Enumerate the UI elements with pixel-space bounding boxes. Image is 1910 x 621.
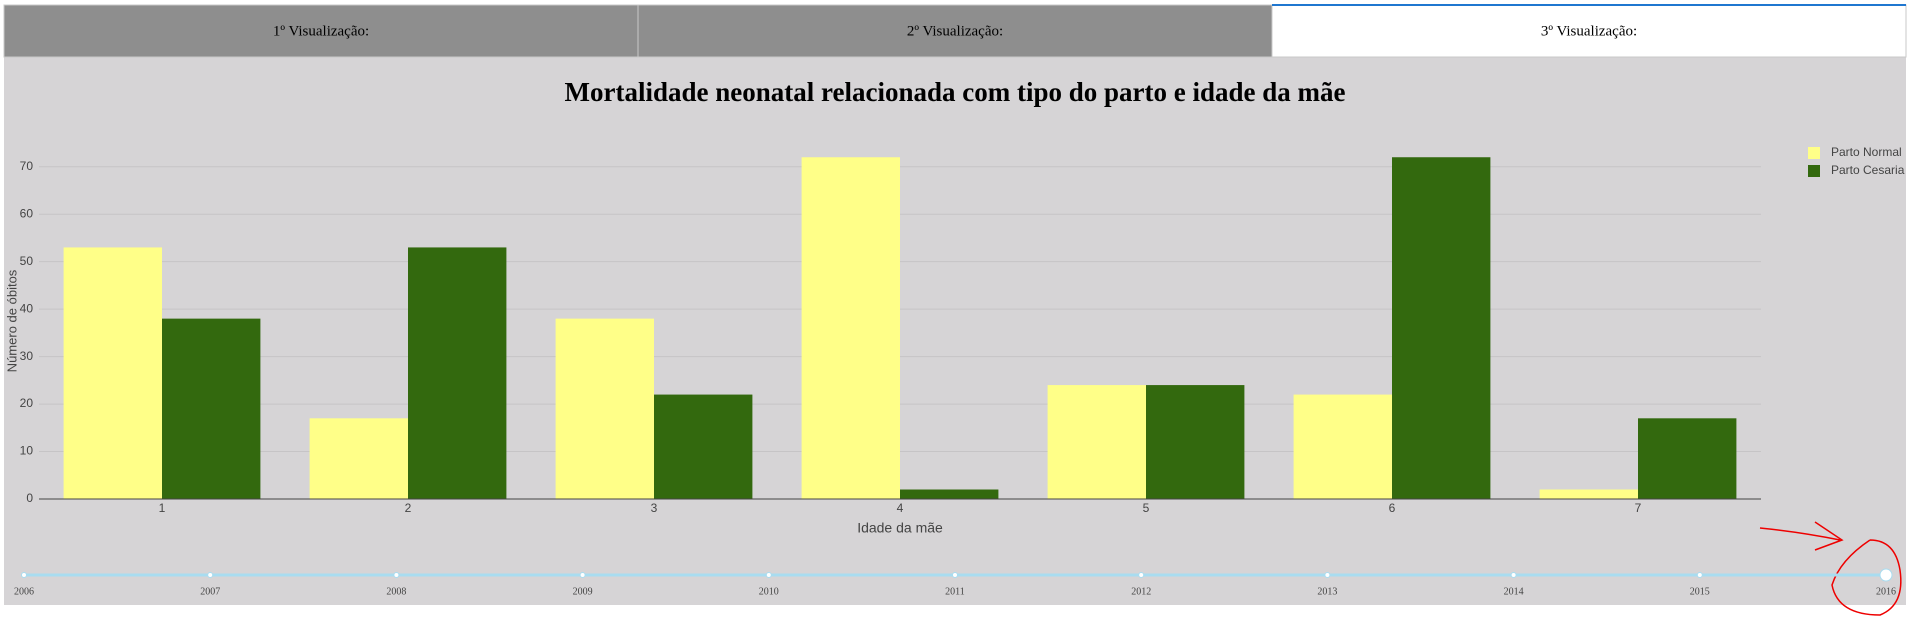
y-tick-label: 70 <box>20 159 34 173</box>
slider-label[interactable]: 2006 <box>14 586 34 597</box>
slider-step[interactable] <box>1324 572 1331 578</box>
x-tick-label: 1 <box>159 501 166 515</box>
tab[interactable] <box>3 4 639 58</box>
slider-label[interactable]: 2010 <box>759 586 779 597</box>
bar <box>309 418 408 499</box>
x-axis-label: Idade da mãe <box>857 520 943 536</box>
slider-step[interactable] <box>21 572 27 578</box>
tab-label[interactable]: 3º Visualização: <box>1541 23 1637 39</box>
y-tick-label: 40 <box>20 301 34 315</box>
x-tick-label: 7 <box>1635 501 1642 515</box>
legend-swatch[interactable] <box>1808 147 1820 159</box>
chart-title: Mortalidade neonatal relacionada com tip… <box>565 77 1346 107</box>
tab-label[interactable]: 2º Visualização: <box>907 23 1003 39</box>
x-tick-label: 4 <box>897 501 904 515</box>
bar <box>1146 385 1245 499</box>
slider-step[interactable] <box>393 572 400 578</box>
x-tick-label: 3 <box>651 501 658 515</box>
legend-label[interactable]: Parto Normal <box>1831 145 1902 159</box>
panel <box>4 5 1906 605</box>
bar <box>900 489 999 499</box>
y-tick-label: 30 <box>20 349 34 363</box>
annotation <box>1759 521 1902 616</box>
bar <box>162 318 261 499</box>
slider-step[interactable] <box>1879 568 1893 582</box>
x-tick-label: 5 <box>1143 501 1150 515</box>
y-tick-label: 50 <box>20 254 34 268</box>
bar <box>1392 157 1491 500</box>
slider-label[interactable]: 2007 <box>200 586 220 597</box>
slider-label[interactable]: 2014 <box>1504 586 1524 597</box>
slider-step[interactable] <box>1696 572 1703 578</box>
slider-label[interactable]: 2013 <box>1317 586 1337 597</box>
slider-step[interactable] <box>579 572 586 578</box>
slider-step[interactable] <box>1510 572 1517 578</box>
slider-label[interactable]: 2011 <box>945 586 965 597</box>
bar <box>1638 418 1737 499</box>
slider-label[interactable]: 2016 <box>1876 586 1896 597</box>
slider-step[interactable] <box>207 572 214 578</box>
legend-label[interactable]: Parto Cesaria <box>1831 163 1905 177</box>
tab-active-bar <box>1272 4 1906 6</box>
y-tick-label: 0 <box>26 491 33 505</box>
y-tick-label: 20 <box>20 396 34 410</box>
slider-label[interactable]: 2015 <box>1690 586 1710 597</box>
x-tick-label: 2 <box>405 501 412 515</box>
slider-step[interactable] <box>765 572 772 578</box>
y-tick-label: 60 <box>20 206 34 220</box>
tab-label[interactable]: 1º Visualização: <box>273 23 369 39</box>
tab[interactable] <box>1271 4 1907 58</box>
bar <box>555 318 654 499</box>
bar <box>801 157 900 500</box>
legend-swatch[interactable] <box>1808 165 1820 177</box>
slider-label[interactable]: 2009 <box>573 586 593 597</box>
y-tick-label: 10 <box>20 444 34 458</box>
bar <box>408 247 507 499</box>
bar <box>63 247 162 499</box>
slider-label[interactable]: 2008 <box>386 586 406 597</box>
y-axis-label: Número de óbitos <box>4 269 19 372</box>
bar <box>1293 394 1392 499</box>
bar <box>1539 489 1638 499</box>
slider-step[interactable] <box>1138 572 1145 578</box>
bar <box>1047 385 1146 499</box>
x-tick-label: 6 <box>1389 501 1396 515</box>
slider-label[interactable]: 2012 <box>1131 586 1151 597</box>
slider-step[interactable] <box>952 572 958 578</box>
bar <box>654 394 753 499</box>
